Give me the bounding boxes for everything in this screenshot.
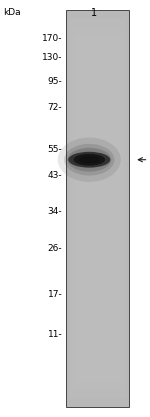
Text: 11-: 11- — [48, 330, 62, 339]
Ellipse shape — [67, 148, 111, 172]
Text: 55-: 55- — [48, 145, 62, 154]
Text: kDa: kDa — [3, 8, 21, 17]
Text: 130-: 130- — [42, 53, 62, 62]
Ellipse shape — [58, 138, 121, 182]
Text: 34-: 34- — [48, 207, 62, 216]
Text: 1: 1 — [91, 8, 97, 18]
Text: 72-: 72- — [48, 103, 62, 112]
Text: 170-: 170- — [42, 34, 62, 43]
Bar — [72, 27, 123, 390]
Bar — [69, 19, 126, 398]
Text: 17-: 17- — [48, 290, 62, 299]
Ellipse shape — [79, 156, 100, 164]
Text: 43-: 43- — [48, 171, 62, 181]
Text: 95-: 95- — [48, 77, 62, 86]
Text: 26-: 26- — [48, 244, 62, 253]
Ellipse shape — [68, 152, 110, 168]
Bar — [66, 10, 129, 407]
Bar — [75, 35, 120, 382]
Ellipse shape — [64, 144, 114, 176]
Ellipse shape — [74, 154, 105, 166]
